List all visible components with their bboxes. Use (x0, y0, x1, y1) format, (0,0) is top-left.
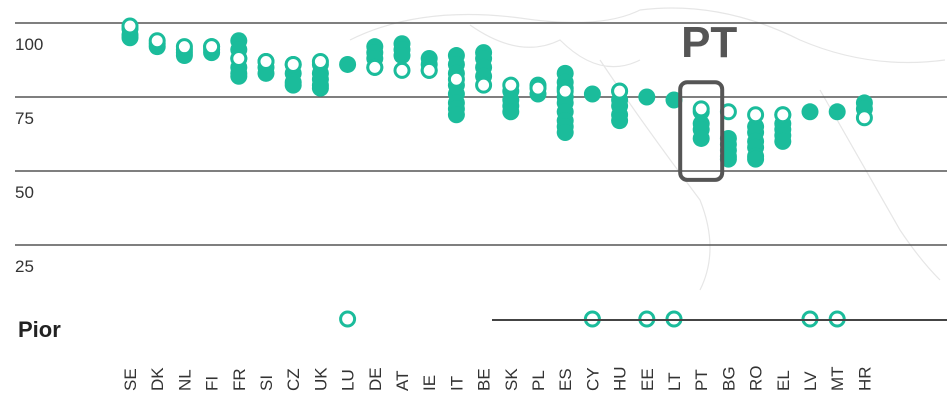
y-tick-75: 75 (15, 109, 34, 128)
x-tick-DE: DE (366, 367, 385, 391)
point-IT-filled-7 (447, 106, 465, 124)
map-outline-0 (349, 7, 946, 64)
point-EE-filled-0 (638, 88, 656, 106)
point-ES-filled-8 (556, 124, 574, 142)
data-points (121, 17, 873, 328)
x-tick-AT: AT (393, 371, 412, 391)
point-CZ-hollow (284, 55, 302, 73)
x-tick-HU: HU (611, 366, 630, 391)
x-tick-FI: FI (203, 376, 222, 391)
map-outline-3 (469, 24, 641, 68)
grid-lines (15, 22, 947, 246)
point-BE-hollow (475, 76, 493, 94)
x-tick-SK: SK (502, 368, 521, 391)
point-EL-filled-4 (774, 132, 792, 150)
x-tick-LV: LV (801, 371, 820, 391)
point-MT-filled-0 (828, 103, 846, 121)
highlight: PT (678, 18, 737, 182)
x-tick-CZ: CZ (284, 368, 303, 391)
y-tick-25: 25 (15, 257, 34, 276)
point-PT-hollow (692, 100, 710, 118)
x-tick-CY: CY (583, 367, 602, 391)
point-DE-hollow (366, 58, 384, 76)
point-HU-filled-4 (611, 112, 629, 130)
point-SE-filled-2 (121, 29, 139, 47)
x-tick-HR: HR (855, 366, 874, 391)
x-tick-BE: BE (475, 368, 494, 391)
x-tick-EE: EE (638, 368, 657, 391)
point-SE-hollow (121, 17, 139, 35)
point-FR-filled-5 (230, 67, 248, 85)
legend: Pior (18, 317, 947, 342)
point-SK-hollow (502, 76, 520, 94)
x-tick-SE: SE (121, 368, 140, 391)
point-PT-filled-3 (692, 129, 710, 147)
highlight-box-PT (678, 80, 725, 182)
point-LV-filled-0 (801, 103, 819, 121)
x-tick-NL: NL (175, 369, 194, 391)
x-tick-LT: LT (665, 372, 684, 391)
point-UK-hollow (311, 52, 329, 70)
point-EL-hollow (774, 106, 792, 124)
point-SI-filled-2 (257, 64, 275, 82)
y-tick-100: 100 (15, 35, 43, 54)
point-CZ-filled-3 (284, 76, 302, 94)
point-IE-hollow (420, 61, 438, 79)
point-PL-hollow (529, 79, 547, 97)
x-tick-IE: IE (420, 375, 439, 391)
x-tick-MT: MT (828, 366, 847, 391)
x-tick-EL: EL (774, 370, 793, 391)
point-RO-filled-5 (747, 150, 765, 168)
point-AT-hollow (393, 61, 411, 79)
highlight-label: PT (681, 18, 737, 67)
x-tick-RO: RO (747, 366, 766, 392)
point-FI-hollow (203, 38, 221, 56)
point-RO-hollow (747, 106, 765, 124)
point-FR-hollow (230, 50, 248, 68)
x-tick-PL: PL (529, 370, 548, 391)
x-tick-LU: LU (339, 369, 358, 391)
x-tick-DK: DK (148, 367, 167, 391)
point-HR-hollow (855, 109, 873, 127)
x-tick-SI: SI (257, 375, 276, 391)
point-IT-hollow (447, 70, 465, 88)
map-outline-2 (819, 89, 941, 281)
point-HU-hollow (611, 82, 629, 100)
point-SK-filled-3 (502, 103, 520, 121)
point-UK-filled-4 (311, 79, 329, 97)
point-CY-filled-0 (583, 85, 601, 103)
y-tick-50: 50 (15, 183, 34, 202)
x-axis-ticks: SE DK NL FI FR SI CZ UK LU DE AT IE IT BE SK PL ES CY HU EE… (121, 366, 874, 392)
point-ES-hollow (556, 82, 574, 100)
x-tick-ES: ES (556, 368, 575, 391)
point-LU-hollow (339, 310, 357, 328)
x-tick-IT: IT (447, 376, 466, 391)
point-SI-hollow (257, 52, 275, 70)
map-background (349, 7, 946, 291)
x-tick-PT: PT (692, 369, 711, 391)
legend-label-pior: Pior (18, 317, 61, 342)
x-tick-FR: FR (230, 368, 249, 391)
y-axis-ticks: 100 75 50 25 (15, 35, 43, 276)
x-tick-BG: BG (719, 366, 738, 391)
x-tick-UK: UK (311, 367, 330, 391)
point-NL-hollow (175, 38, 193, 56)
point-DK-hollow (148, 32, 166, 50)
point-AT-filled-2 (393, 47, 411, 65)
point-LU-filled-0 (339, 55, 357, 73)
